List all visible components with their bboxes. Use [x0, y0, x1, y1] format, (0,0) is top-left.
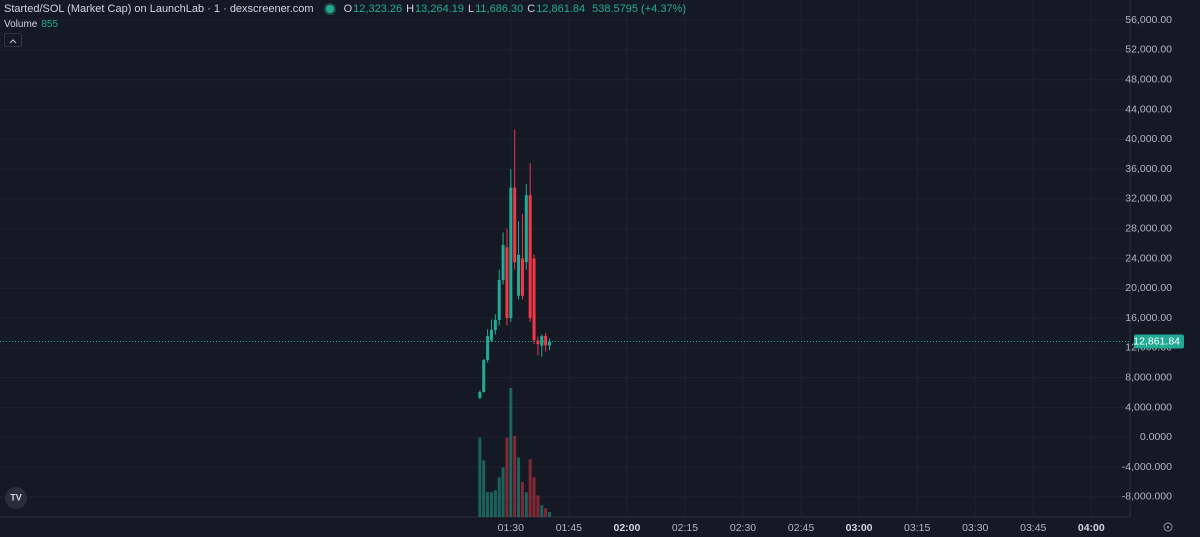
x-tick-label: 03:00	[846, 522, 873, 534]
ohlc: O 12,323.26 H 13,264.19 L 11,686.30 C 12,861.84	[344, 3, 589, 15]
candle-body	[501, 245, 505, 281]
x-tick-label: 02:30	[730, 522, 756, 534]
y-tick-label: 16,000.00	[1125, 312, 1172, 324]
axes: 56,000.00 52,000.00 48,000.00 44,000.00 40,0…	[498, 14, 1184, 534]
y-tick-label: 4,000.000	[1125, 401, 1172, 413]
volume-bar	[520, 482, 524, 517]
svg-text:TV: TV	[10, 492, 22, 502]
volume-value: 855	[41, 19, 59, 30]
collapse-icon	[9, 39, 17, 44]
volume-bar	[486, 492, 490, 517]
candle-body	[528, 195, 532, 319]
candle-body	[478, 391, 482, 399]
x-tick-label: 04:00	[1078, 522, 1105, 534]
candle-body	[536, 340, 540, 345]
volume-bar	[493, 490, 497, 517]
volume-bar	[532, 477, 536, 517]
y-tick-label: 44,000.00	[1125, 103, 1172, 115]
x-tick-label: 01:30	[498, 522, 524, 534]
candle-body	[524, 195, 528, 263]
ohlc-key: H	[406, 3, 415, 15]
x-tick-label: 02:00	[613, 522, 640, 534]
y-tick-label: -8,000.000	[1122, 491, 1172, 503]
candle-body	[517, 254, 521, 296]
candle-body	[540, 335, 544, 346]
ohlc-key: L	[467, 3, 475, 15]
volume-bar	[524, 492, 528, 517]
candle-body	[505, 247, 509, 319]
volume-bar	[489, 492, 493, 517]
ohlc-key: O	[343, 3, 353, 15]
volume-bar	[497, 477, 501, 517]
tv-logo: TV	[5, 487, 27, 509]
volume-bar	[513, 435, 517, 517]
x-tick-label: 02:45	[788, 522, 814, 534]
candle-body	[513, 187, 517, 263]
volume-bar	[540, 505, 544, 517]
x-tick-label: 03:45	[1020, 522, 1046, 534]
y-tick-label: 36,000.00	[1125, 163, 1172, 175]
volume-bar	[505, 437, 509, 517]
candle-body	[520, 258, 524, 296]
volume-legend: Volume 855	[4, 19, 58, 30]
y-tick-label: 24,000.00	[1125, 252, 1172, 264]
grid	[0, 0, 1130, 517]
change: 538.5795 (+4.37%)	[592, 3, 687, 15]
volume-label: Volume	[4, 19, 38, 30]
volume-bar	[501, 467, 505, 517]
y-tick-label: 56,000.00	[1125, 14, 1172, 26]
y-tick-label: 8,000.000	[1125, 371, 1172, 383]
x-tick-label: 01:45	[556, 522, 582, 534]
candle-body	[544, 335, 548, 346]
volume-bar	[509, 388, 513, 517]
y-tick-label: 48,000.00	[1125, 73, 1172, 85]
ohlc-value: 13,264.19	[415, 3, 464, 15]
ohlc-value: 12,861.84	[536, 3, 586, 15]
volume-bar	[536, 495, 540, 517]
collapse-button[interactable]	[4, 33, 22, 47]
volume-bar	[482, 460, 486, 517]
status-dot	[325, 5, 334, 13]
settings-icon[interactable]	[1163, 522, 1173, 532]
x-tick-label: 03:15	[904, 522, 930, 534]
candle-body	[482, 360, 486, 392]
candle-body	[489, 330, 493, 341]
x-tick-label: 02:15	[672, 522, 698, 534]
chart-title: Started/SOL (Market Cap) on LaunchLab · …	[4, 3, 314, 15]
candle-body	[548, 341, 552, 346]
volume-bar	[528, 459, 532, 517]
marks	[0, 129, 1130, 517]
y-tick-label: 0.0000	[1140, 431, 1172, 443]
last-price-label: 12,861.84	[1133, 335, 1180, 347]
candle-body	[486, 336, 490, 361]
last-price-tag	[1134, 334, 1184, 349]
ohlc-value: 11,686.30	[475, 3, 524, 15]
ohlc-key: C	[527, 3, 536, 15]
y-tick-label: 32,000.00	[1125, 193, 1172, 205]
candle-body	[497, 280, 501, 320]
volume-bar	[544, 508, 548, 517]
candle-body	[532, 258, 536, 341]
candle-body	[509, 187, 513, 319]
ohlc-value: 12,323.26	[353, 3, 403, 15]
volume-bar	[478, 437, 482, 517]
header: Started/SOL (Market Cap) on LaunchLab · …	[4, 3, 689, 15]
y-tick-label: 52,000.00	[1125, 44, 1172, 56]
volume-bar	[548, 512, 552, 517]
y-tick-label: 20,000.00	[1125, 282, 1172, 294]
y-tick-label: -4,000.000	[1122, 461, 1172, 473]
y-tick-label: 28,000.00	[1125, 222, 1172, 234]
y-tick-label: 40,000.00	[1125, 133, 1172, 145]
volume-bar	[517, 457, 521, 517]
candle-body	[493, 319, 497, 331]
x-tick-label: 03:30	[962, 522, 988, 534]
